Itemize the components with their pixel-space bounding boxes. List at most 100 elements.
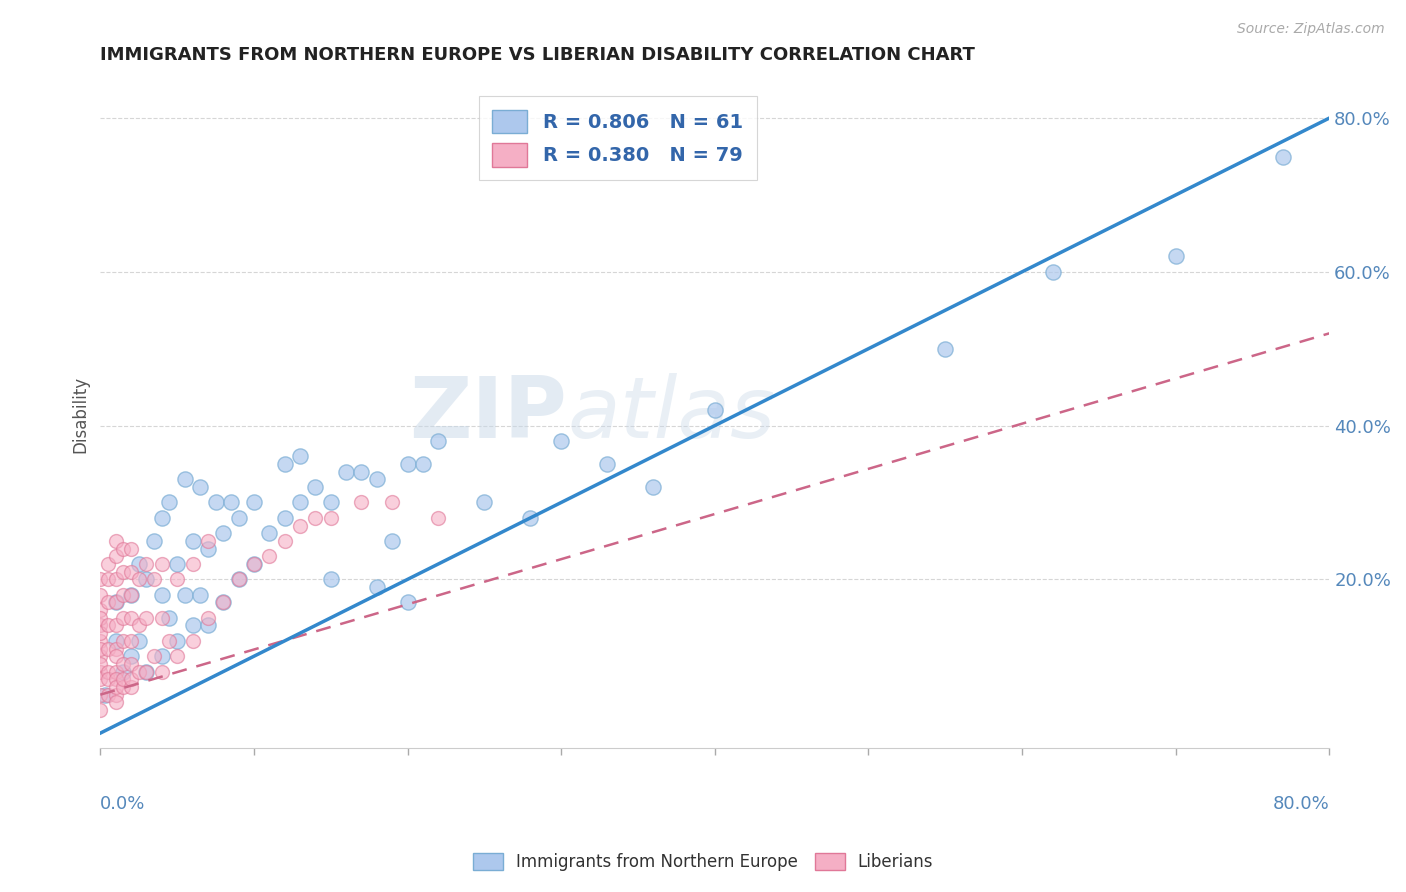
Point: [120, 649, 142, 664]
Point: [89, 603, 111, 617]
Point: [97, 573, 120, 587]
Point: [135, 557, 157, 571]
Point: [112, 633, 135, 648]
Point: [173, 472, 195, 486]
Point: [1164, 250, 1187, 264]
Legend: Immigrants from Northern Europe, Liberians: Immigrants from Northern Europe, Liberia…: [464, 845, 942, 880]
Point: [150, 511, 173, 525]
Point: [304, 511, 326, 525]
Point: [596, 457, 619, 471]
Text: IMMIGRANTS FROM NORTHERN EUROPE VS LIBERIAN DISABILITY CORRELATION CHART: IMMIGRANTS FROM NORTHERN EUROPE VS LIBER…: [100, 46, 976, 64]
Text: Source: ZipAtlas.com: Source: ZipAtlas.com: [1237, 22, 1385, 37]
Point: [243, 557, 266, 571]
Point: [120, 673, 142, 687]
Point: [128, 665, 150, 679]
Text: 0.0%: 0.0%: [100, 796, 146, 814]
Point: [181, 533, 204, 548]
Point: [228, 573, 250, 587]
Point: [427, 434, 450, 448]
Point: [120, 611, 142, 625]
Point: [120, 588, 142, 602]
Point: [243, 557, 266, 571]
Point: [166, 633, 188, 648]
Point: [104, 673, 127, 687]
Point: [135, 573, 157, 587]
Point: [112, 588, 135, 602]
Point: [366, 580, 388, 594]
Point: [381, 533, 404, 548]
Point: [120, 680, 142, 694]
Point: [135, 611, 157, 625]
Point: [159, 633, 181, 648]
Point: [89, 641, 111, 656]
Point: [273, 457, 295, 471]
Point: [181, 618, 204, 632]
Point: [335, 465, 357, 479]
Point: [104, 595, 127, 609]
Point: [288, 495, 311, 509]
Point: [243, 495, 266, 509]
Point: [212, 595, 235, 609]
Point: [97, 665, 120, 679]
Point: [89, 611, 111, 625]
Point: [89, 657, 111, 671]
Point: [304, 480, 326, 494]
Point: [89, 633, 111, 648]
Point: [319, 573, 342, 587]
Point: [166, 649, 188, 664]
Point: [112, 657, 135, 671]
Point: [1272, 149, 1295, 163]
Point: [97, 557, 120, 571]
Text: atlas: atlas: [568, 373, 775, 456]
Point: [427, 511, 450, 525]
Point: [181, 557, 204, 571]
Point: [273, 533, 295, 548]
Point: [89, 688, 111, 702]
Point: [104, 688, 127, 702]
Point: [104, 533, 127, 548]
Point: [104, 695, 127, 709]
Point: [89, 618, 111, 632]
Point: [173, 588, 195, 602]
Point: [104, 573, 127, 587]
Point: [143, 573, 166, 587]
Point: [97, 641, 120, 656]
Point: [197, 618, 219, 632]
Point: [150, 665, 173, 679]
Point: [128, 557, 150, 571]
Point: [166, 573, 188, 587]
Point: [197, 533, 219, 548]
Point: [104, 665, 127, 679]
Point: [474, 495, 496, 509]
Point: [120, 633, 142, 648]
Point: [120, 588, 142, 602]
Point: [319, 511, 342, 525]
Point: [228, 511, 250, 525]
Text: 80.0%: 80.0%: [1272, 796, 1329, 814]
Point: [150, 557, 173, 571]
Point: [188, 480, 211, 494]
Point: [143, 533, 166, 548]
Point: [128, 573, 150, 587]
Point: [396, 457, 419, 471]
Point: [120, 565, 142, 579]
Point: [273, 511, 295, 525]
Point: [396, 595, 419, 609]
Point: [104, 549, 127, 564]
Text: ZIP: ZIP: [409, 373, 568, 456]
Point: [159, 495, 181, 509]
Point: [204, 495, 226, 509]
Point: [97, 595, 120, 609]
Point: [519, 511, 541, 525]
Point: [150, 649, 173, 664]
Point: [212, 526, 235, 541]
Point: [97, 688, 120, 702]
Point: [112, 673, 135, 687]
Point: [319, 495, 342, 509]
Point: [104, 595, 127, 609]
Point: [181, 633, 204, 648]
Point: [135, 665, 157, 679]
Point: [150, 588, 173, 602]
Point: [89, 665, 111, 679]
Point: [288, 518, 311, 533]
